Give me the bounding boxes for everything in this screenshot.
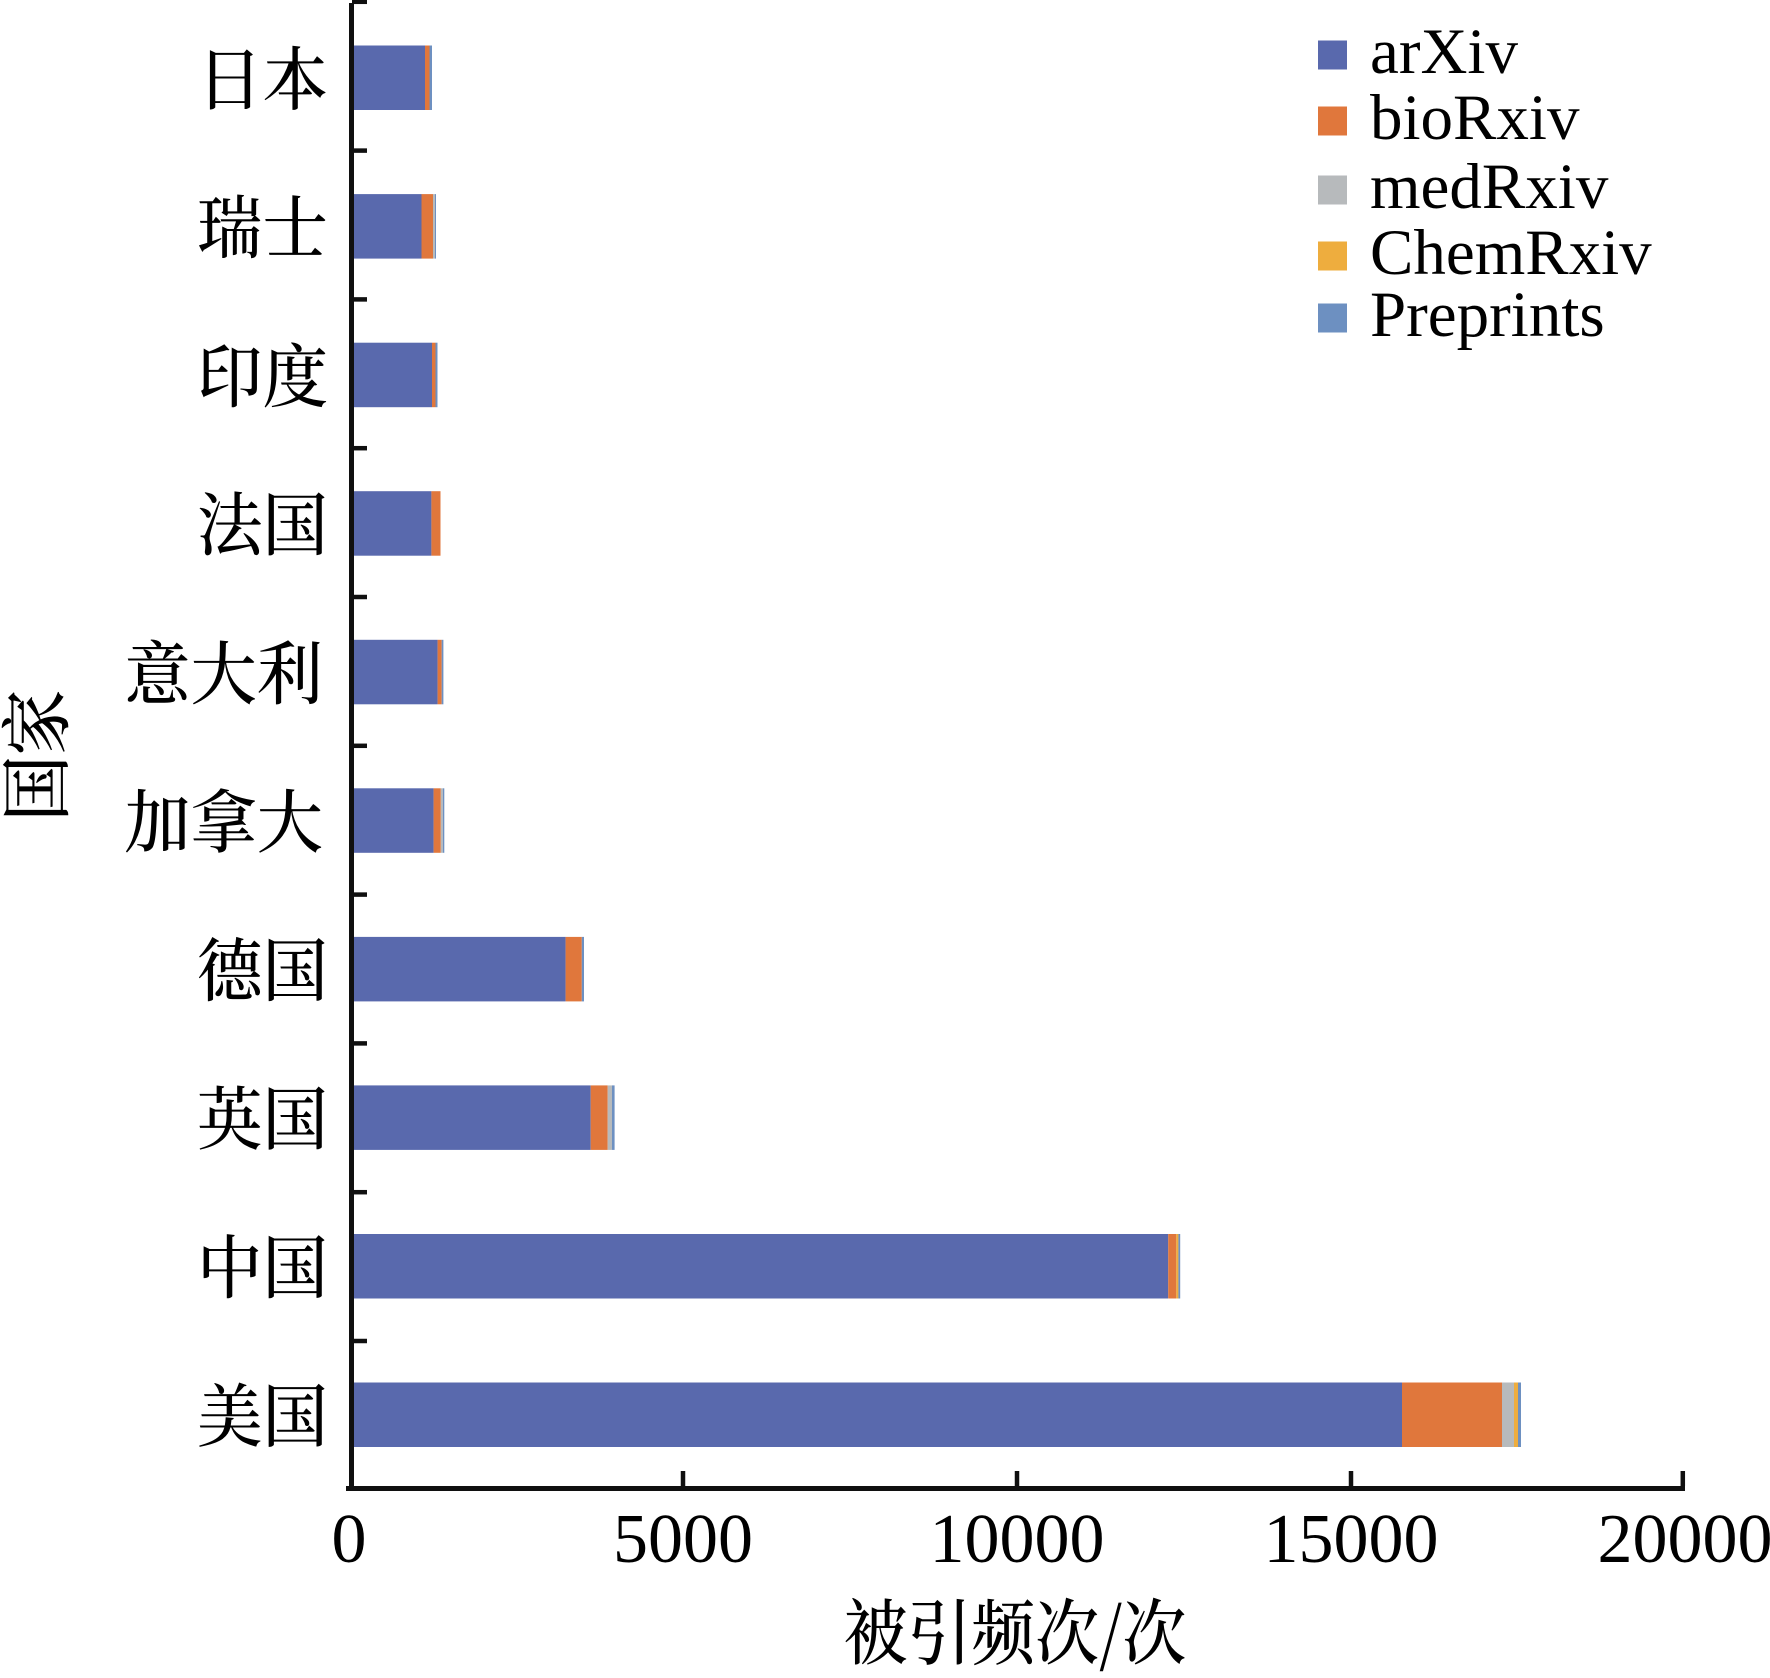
svg-text:20000: 20000 — [1598, 1501, 1770, 1578]
svg-text:0: 0 — [332, 1501, 367, 1578]
svg-text:15000: 15000 — [1264, 1501, 1439, 1578]
svg-text:10000: 10000 — [930, 1501, 1105, 1578]
svg-text:5000: 5000 — [613, 1501, 753, 1578]
svg-text:arXiv: arXiv — [1370, 16, 1518, 88]
svg-text:ChemRxiv: ChemRxiv — [1370, 217, 1652, 289]
svg-text:Preprints: Preprints — [1370, 279, 1605, 351]
svg-text:medRxiv: medRxiv — [1370, 151, 1609, 223]
svg-text:bioRxiv: bioRxiv — [1370, 82, 1580, 154]
